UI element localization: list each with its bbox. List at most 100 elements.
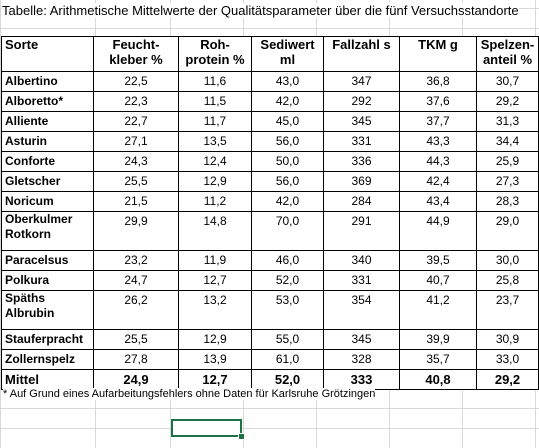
- value-cell[interactable]: 13,9: [178, 349, 252, 370]
- value-cell[interactable]: 43,4: [399, 191, 477, 212]
- header-tkm[interactable]: TKM g: [399, 36, 477, 72]
- header-feuchtkleber[interactable]: Feucht-kleber %: [93, 36, 179, 72]
- value-cell[interactable]: 24,7: [93, 270, 179, 291]
- value-cell[interactable]: 52,0: [251, 369, 324, 390]
- value-cell[interactable]: 35,7: [399, 349, 477, 370]
- value-cell[interactable]: 25,9: [476, 151, 539, 172]
- variety-name-cell[interactable]: Asturin: [1, 131, 94, 152]
- variety-name-cell[interactable]: Mittel: [1, 369, 94, 390]
- value-cell[interactable]: 37,7: [399, 111, 477, 132]
- value-cell[interactable]: 39,9: [399, 329, 477, 350]
- value-cell[interactable]: 14,8: [178, 211, 252, 251]
- value-cell[interactable]: 39,5: [399, 250, 477, 271]
- value-cell[interactable]: 28,3: [476, 191, 539, 212]
- value-cell[interactable]: 50,0: [251, 151, 324, 172]
- variety-name-cell[interactable]: Polkura: [1, 270, 94, 291]
- value-cell[interactable]: 36,8: [399, 71, 477, 92]
- variety-name-cell[interactable]: Conforte: [1, 151, 94, 172]
- value-cell[interactable]: 328: [323, 349, 400, 370]
- header-sorte[interactable]: Sorte: [1, 36, 94, 72]
- value-cell[interactable]: 11,2: [178, 191, 252, 212]
- value-cell[interactable]: 12,4: [178, 151, 252, 172]
- value-cell[interactable]: 27,8: [93, 349, 179, 370]
- value-cell[interactable]: 43,3: [399, 131, 477, 152]
- value-cell[interactable]: 42,4: [399, 171, 477, 192]
- value-cell[interactable]: 33,0: [476, 349, 539, 370]
- value-cell[interactable]: 24,9: [93, 369, 179, 390]
- value-cell[interactable]: 336: [323, 151, 400, 172]
- value-cell[interactable]: 291: [323, 211, 400, 251]
- value-cell[interactable]: 347: [323, 71, 400, 92]
- value-cell[interactable]: 41,2: [399, 290, 477, 330]
- value-cell[interactable]: 345: [323, 111, 400, 132]
- value-cell[interactable]: 25,5: [93, 171, 179, 192]
- variety-name-cell[interactable]: Albertino: [1, 71, 94, 92]
- value-cell[interactable]: 13,5: [178, 131, 252, 152]
- value-cell[interactable]: 45,0: [251, 111, 324, 132]
- value-cell[interactable]: 26,2: [93, 290, 179, 330]
- value-cell[interactable]: 12,7: [178, 270, 252, 291]
- value-cell[interactable]: 11,6: [178, 71, 252, 92]
- variety-name-cell[interactable]: Noricum: [1, 191, 94, 212]
- value-cell[interactable]: 22,7: [93, 111, 179, 132]
- value-cell[interactable]: 13,2: [178, 290, 252, 330]
- value-cell[interactable]: 29,2: [476, 369, 539, 390]
- value-cell[interactable]: 12,9: [178, 329, 252, 350]
- fill-handle[interactable]: [238, 433, 245, 440]
- variety-name-cell[interactable]: Alliente: [1, 111, 94, 132]
- value-cell[interactable]: 333: [323, 369, 400, 390]
- value-cell[interactable]: 331: [323, 270, 400, 291]
- value-cell[interactable]: 331: [323, 131, 400, 152]
- value-cell[interactable]: 284: [323, 191, 400, 212]
- value-cell[interactable]: 12,7: [178, 369, 252, 390]
- value-cell[interactable]: 53,0: [251, 290, 324, 330]
- value-cell[interactable]: 70,0: [251, 211, 324, 251]
- value-cell[interactable]: 44,3: [399, 151, 477, 172]
- value-cell[interactable]: 56,0: [251, 131, 324, 152]
- value-cell[interactable]: 369: [323, 171, 400, 192]
- selected-cell[interactable]: [171, 419, 242, 437]
- value-cell[interactable]: 42,0: [251, 191, 324, 212]
- value-cell[interactable]: 43,0: [251, 71, 324, 92]
- value-cell[interactable]: 29,0: [476, 211, 539, 251]
- value-cell[interactable]: 340: [323, 250, 400, 271]
- value-cell[interactable]: 25,5: [93, 329, 179, 350]
- value-cell[interactable]: 52,0: [251, 270, 324, 291]
- header-sediwert[interactable]: Sediwert ml: [251, 36, 324, 72]
- value-cell[interactable]: 11,5: [178, 91, 252, 112]
- value-cell[interactable]: 30,9: [476, 329, 539, 350]
- value-cell[interactable]: 24,3: [93, 151, 179, 172]
- value-cell[interactable]: 292: [323, 91, 400, 112]
- value-cell[interactable]: 29,2: [476, 91, 539, 112]
- value-cell[interactable]: 21,5: [93, 191, 179, 212]
- value-cell[interactable]: 22,3: [93, 91, 179, 112]
- header-rohprotein[interactable]: Roh-protein %: [178, 36, 252, 72]
- value-cell[interactable]: 25,8: [476, 270, 539, 291]
- variety-name-cell[interactable]: Gletscher: [1, 171, 94, 192]
- value-cell[interactable]: 40,7: [399, 270, 477, 291]
- value-cell[interactable]: 56,0: [251, 171, 324, 192]
- value-cell[interactable]: 11,7: [178, 111, 252, 132]
- variety-name-cell[interactable]: Späths Albrubin: [1, 290, 94, 330]
- value-cell[interactable]: 61,0: [251, 349, 324, 370]
- header-spelzenanteil[interactable]: Spelzen-anteil %: [476, 36, 539, 72]
- value-cell[interactable]: 34,4: [476, 131, 539, 152]
- value-cell[interactable]: 22,5: [93, 71, 179, 92]
- value-cell[interactable]: 42,0: [251, 91, 324, 112]
- header-fallzahl[interactable]: Fallzahl s: [323, 36, 400, 72]
- variety-name-cell[interactable]: Stauferpracht: [1, 329, 94, 350]
- value-cell[interactable]: 29,9: [93, 211, 179, 251]
- value-cell[interactable]: 30,0: [476, 250, 539, 271]
- value-cell[interactable]: 30,7: [476, 71, 539, 92]
- variety-name-cell[interactable]: Oberkulmer Rotkorn: [1, 211, 94, 251]
- value-cell[interactable]: 46,0: [251, 250, 324, 271]
- variety-name-cell[interactable]: Alboretto*: [1, 91, 94, 112]
- value-cell[interactable]: 44,9: [399, 211, 477, 251]
- value-cell[interactable]: 55,0: [251, 329, 324, 350]
- value-cell[interactable]: 37,6: [399, 91, 477, 112]
- value-cell[interactable]: 345: [323, 329, 400, 350]
- value-cell[interactable]: 27,1: [93, 131, 179, 152]
- value-cell[interactable]: 354: [323, 290, 400, 330]
- value-cell[interactable]: 27,3: [476, 171, 539, 192]
- value-cell[interactable]: 23,7: [476, 290, 539, 330]
